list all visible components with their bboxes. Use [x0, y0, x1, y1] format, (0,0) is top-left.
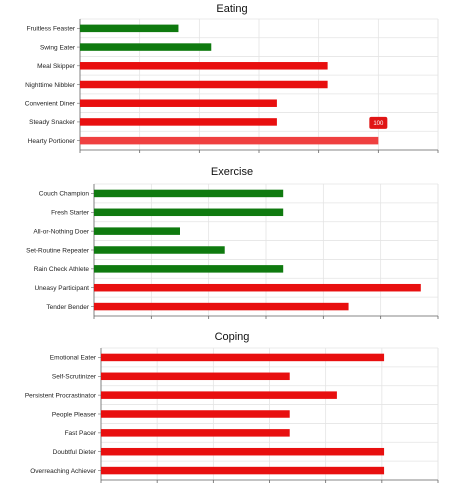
bar [80, 62, 328, 70]
bar [101, 447, 385, 456]
bar [94, 227, 180, 235]
bar [94, 189, 284, 198]
bar [80, 80, 328, 89]
category-label: Self-Scrutinizer [52, 374, 97, 381]
category-label: Uneasy Participant [34, 285, 89, 292]
category-label: Overreaching Achiever [30, 468, 97, 475]
category-label: Fast Pacer [65, 430, 97, 437]
bar [101, 353, 385, 362]
bar [80, 24, 179, 33]
bar [80, 118, 277, 126]
category-label: Persistent Procrastinator [25, 392, 97, 399]
category-label: Emotional Eater [50, 355, 97, 362]
category-label: Nighttime Nibbler [25, 82, 76, 89]
bar [80, 43, 212, 51]
category-label: Steady Snacker [29, 119, 76, 126]
category-label: Hearty Portioner [28, 138, 76, 145]
bar [94, 246, 225, 254]
category-label: People Pleaser [52, 411, 97, 418]
bar [94, 265, 284, 273]
bar [101, 429, 290, 437]
tooltip-value: 100 [373, 121, 384, 127]
category-label: Tender Bender [46, 304, 89, 311]
category-label: Doubtful Dieter [53, 449, 97, 456]
coping-chart: Coping Emotional Eater Self-Scrutinizer Per… [25, 331, 439, 483]
bar [80, 136, 379, 145]
bar [94, 302, 349, 311]
bar [101, 410, 290, 418]
chart-title: Coping [215, 331, 250, 343]
bar [94, 283, 421, 292]
category-label: Couch Champion [39, 191, 90, 198]
exercise-chart: Exercise Couch Champion Fresh Starter All-o… [26, 166, 439, 319]
bar [101, 391, 337, 399]
eating-chart: Eating Fruitless Feaster Swing Eater Meal S… [25, 3, 439, 153]
bar [101, 466, 385, 475]
category-label: All-or-Nothing Doer [33, 228, 89, 235]
category-label: Convenient Diner [25, 101, 76, 108]
category-label: Meal Skipper [37, 63, 76, 70]
category-label: Fresh Starter [51, 210, 90, 217]
chart-title: Exercise [211, 166, 253, 178]
category-label: Rain Check Athlete [34, 266, 90, 273]
bar [94, 208, 284, 217]
bar [80, 99, 277, 107]
category-label: Set-Routine Repeater [26, 247, 90, 254]
tooltip-box [369, 116, 388, 129]
category-label: Fruitless Feaster [27, 26, 76, 33]
category-label: Swing Eater [40, 44, 76, 51]
bar [101, 372, 290, 381]
chart-title: Eating [216, 3, 247, 15]
